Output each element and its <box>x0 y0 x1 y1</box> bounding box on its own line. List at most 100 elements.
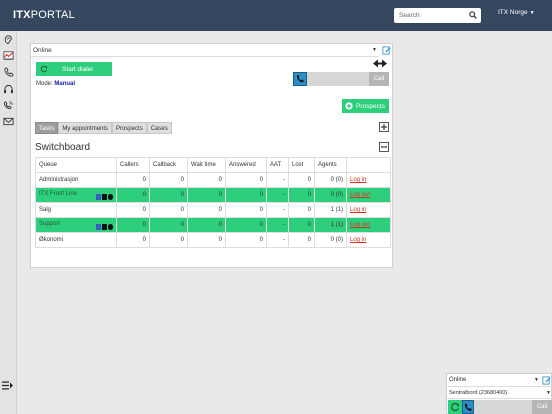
mode-indicator: Mode: Manual <box>36 81 75 87</box>
prospects-label: Prospects <box>356 102 385 110</box>
headset-icon[interactable] <box>3 84 14 95</box>
tab-prospects[interactable]: Prospects <box>112 122 147 134</box>
status-value: Online <box>33 47 52 54</box>
tab-tasks[interactable]: Tasks <box>35 122 59 134</box>
search-icon[interactable] <box>469 11 477 19</box>
task-tabs: Tasks My appointments Prospects Cases <box>35 122 172 134</box>
start-dialer-button[interactable]: Start dialer <box>36 62 112 76</box>
callers-cell: 0 <box>116 217 150 233</box>
lost-cell: 0 <box>288 202 315 218</box>
plus-circle-icon <box>345 102 353 110</box>
mode-label: Mode: <box>36 81 53 87</box>
search-box <box>394 8 481 23</box>
table-row: Administrasjon 0 0 0 0 - 0 0 (0) Log in <box>35 172 391 188</box>
call-button[interactable]: Call <box>369 72 389 86</box>
log-out-link[interactable]: Log out <box>350 192 371 198</box>
callback-cell: 0 <box>149 172 188 188</box>
queue-action-cell: Log in <box>346 172 391 188</box>
agents-cell: 0 (0) <box>314 187 347 203</box>
table-header-row: Queue Callers Callback Wait time Answere… <box>35 157 391 173</box>
log-in-link[interactable]: Log in <box>350 207 367 213</box>
tab-cases[interactable]: Cases <box>146 122 172 134</box>
mini-dialer-start-button[interactable] <box>448 400 462 414</box>
user-name: ITX Norge <box>498 9 528 16</box>
phone-button[interactable] <box>293 72 307 86</box>
expand-arrows-icon[interactable] <box>373 59 387 68</box>
status-settings-icon[interactable] <box>382 46 391 55</box>
chevron-down-icon: ▼ <box>372 47 377 53</box>
aat-cell: - <box>266 172 289 188</box>
inbox-chart-icon[interactable] <box>3 50 14 61</box>
lost-cell: 0 <box>288 217 315 233</box>
mini-line-select[interactable]: Sentralbord (23680400) ▼ <box>447 387 552 399</box>
table-row: Support 0 0 0 0 - 0 1 (1) Log out <box>35 217 391 233</box>
switchboard-title: Switchboard <box>35 142 91 153</box>
ear-icon[interactable] <box>3 34 14 45</box>
sidebar-toggle-icon[interactable] <box>2 381 13 390</box>
callers-cell: 0 <box>116 187 150 203</box>
wait-time-cell: 0 <box>187 202 226 218</box>
minus-icon <box>381 146 387 148</box>
column-header <box>346 157 391 173</box>
wait-time-cell: 0 <box>187 172 226 188</box>
queue-action-cell: Log out <box>346 187 391 203</box>
phone-button[interactable] <box>462 400 474 414</box>
chat-icon <box>108 193 113 200</box>
app-logo[interactable]: ITXPORTAL <box>13 9 75 21</box>
queue-name: Økonomi <box>35 232 117 248</box>
facebook-icon <box>96 193 101 200</box>
agents-cell: 0 (0) <box>314 172 347 188</box>
queue-action-cell: Log in <box>346 202 391 218</box>
callers-cell: 0 <box>116 232 150 248</box>
log-in-link[interactable]: Log in <box>350 177 367 183</box>
user-menu[interactable]: ITX Norge ▼ <box>498 9 535 16</box>
mini-call-button[interactable]: Call <box>532 400 552 414</box>
phone-icon[interactable] <box>3 67 14 78</box>
callback-cell: 0 <box>149 232 188 248</box>
table-row: ITX Front Line 0 0 0 0 - 0 0 (0) Log out <box>35 187 391 203</box>
phone-wave-icon[interactable] <box>3 100 14 111</box>
call-bar: Call <box>293 72 389 86</box>
queue-name: Administrasjon <box>35 172 117 188</box>
callback-cell: 0 <box>149 202 188 218</box>
expand-tasks-button[interactable] <box>379 122 389 132</box>
log-in-link[interactable]: Log in <box>350 237 367 243</box>
tab-my-appointments[interactable]: My appointments <box>58 122 113 134</box>
channel-icons <box>95 223 113 230</box>
chevron-down-icon: ▼ <box>529 10 535 16</box>
status-settings-icon[interactable] <box>542 376 551 385</box>
answered-cell: 0 <box>225 217 267 233</box>
log-out-link[interactable]: Log out <box>350 222 371 228</box>
status-select[interactable]: Online ▼ <box>31 44 379 57</box>
start-dialer-label: Start dialer <box>62 65 94 73</box>
chevron-down-icon: ▼ <box>546 390 551 396</box>
queue-action-cell: Log in <box>346 232 391 248</box>
phone-icon <box>102 193 107 200</box>
lost-cell: 0 <box>288 232 315 248</box>
queue-name: Salg <box>35 202 117 218</box>
callers-cell: 0 <box>116 172 150 188</box>
collapse-switchboard-button[interactable] <box>379 142 389 152</box>
aat-cell: - <box>266 217 289 233</box>
agents-cell: 1 (1) <box>314 217 347 233</box>
queue-name-cell: Support <box>35 217 117 233</box>
wait-time-cell: 0 <box>187 187 226 203</box>
search-input[interactable] <box>394 8 464 23</box>
mini-phone-number-input[interactable] <box>474 400 532 414</box>
phone-number-input[interactable] <box>307 72 369 86</box>
queue-table: Queue Callers Callback Wait time Answere… <box>35 157 391 248</box>
answered-cell: 0 <box>225 187 267 203</box>
mail-icon[interactable] <box>3 116 14 127</box>
column-header: AAT <box>266 157 289 173</box>
callback-cell: 0 <box>149 187 188 203</box>
prospects-button[interactable]: Prospects <box>342 99 389 113</box>
column-header: Wait time <box>187 157 226 173</box>
mode-value: Manual <box>54 81 76 87</box>
mini-call-bar: Call <box>447 400 552 414</box>
top-bar: ITXPORTAL ITX Norge▼ <box>0 0 552 31</box>
left-sidebar <box>0 31 17 414</box>
lost-cell: 0 <box>288 187 315 203</box>
agents-cell: 0 (0) <box>314 232 347 248</box>
mini-status-select[interactable]: Online ▼ <box>447 374 552 387</box>
table-row: Salg 0 0 0 0 - 0 1 (1) Log in <box>35 202 391 218</box>
